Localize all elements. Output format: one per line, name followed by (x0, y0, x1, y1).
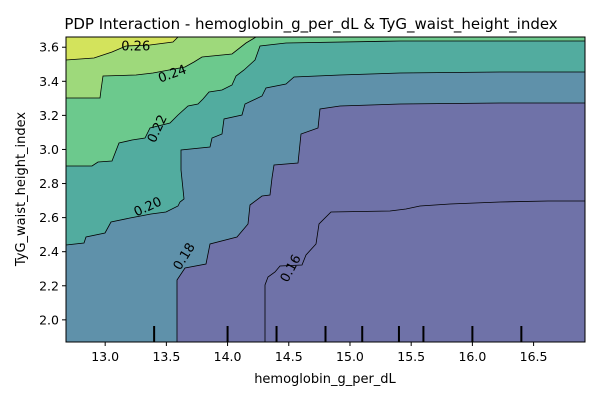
x-tick-label: 13.0 (91, 349, 119, 364)
contour-line (65, 71, 585, 246)
x-tick-label: 14.0 (214, 349, 242, 364)
x-tick-label: 16.5 (520, 349, 548, 364)
plot-area: 0.260.240.220.200.18 0.16 (65, 36, 586, 343)
y-tick-label: 2.2 (39, 278, 59, 293)
x-axis-label: hemoglobin_g_per_dL (254, 372, 396, 387)
plot-frame (65, 36, 586, 343)
contour-lines (65, 36, 585, 342)
y-tick-label: 3.4 (39, 74, 59, 89)
contour-label: 0.26 (121, 40, 150, 55)
contour-fill-region (66, 37, 178, 60)
chart-title: PDP Interaction - hemoglobin_g_per_dL & … (64, 15, 557, 34)
y-tick-label: 3.2 (39, 108, 59, 123)
y-tick-label: 3.6 (39, 40, 59, 55)
contour-line (65, 36, 179, 61)
y-tick-label: 2.8 (39, 176, 59, 191)
x-tick-label: 13.5 (152, 349, 180, 364)
y-tick-label: 2.6 (39, 210, 59, 225)
y-tick-label: 2.0 (39, 312, 59, 327)
contour-fill-region (66, 37, 256, 98)
x-tick-label: 16.0 (458, 349, 486, 364)
rug-marks (153, 326, 523, 342)
x-tick-label: 14.5 (275, 349, 303, 364)
y-tick-label: 3.0 (39, 142, 59, 157)
y-axis-label: TyG_waist_height_index (14, 112, 29, 268)
y-axis: 2.0 2.2 2.4 2.6 2.8 3.0 3.2 3.4 3.6 (39, 40, 66, 327)
contour-line (176, 102, 585, 342)
x-tick-label: 15.5 (397, 349, 425, 364)
x-tick-label: 15.0 (336, 349, 364, 364)
contour-fill-region (66, 37, 585, 166)
x-axis: 13.0 13.5 14.0 14.5 15.0 15.5 16.0 16.5 (91, 342, 548, 364)
contour-line (66, 36, 257, 99)
contour-fill-region (177, 103, 585, 342)
contour-line (264, 200, 585, 342)
contour-line (66, 40, 585, 167)
y-tick-label: 2.4 (39, 244, 59, 259)
